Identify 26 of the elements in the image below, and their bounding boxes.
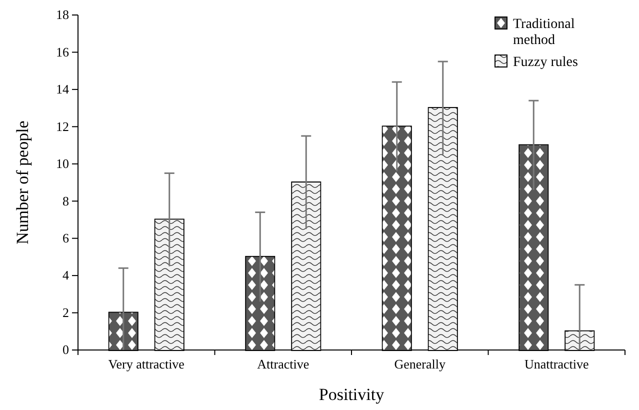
x-tick-label: Very attractive <box>108 356 185 372</box>
y-tick-label: 8 <box>62 193 69 208</box>
bar <box>292 182 320 350</box>
y-tick-label: 4 <box>62 268 70 283</box>
bar <box>520 145 548 350</box>
legend-label: Traditional method <box>513 17 575 48</box>
y-tick-label: 16 <box>56 44 70 60</box>
bar <box>246 256 274 350</box>
bar <box>109 312 138 350</box>
y-tick-label: 10 <box>56 156 69 172</box>
x-tick-label: Attractive <box>257 356 310 372</box>
bar <box>566 331 594 350</box>
y-axis-title: Number of people <box>13 120 32 244</box>
y-tick-label: 18 <box>56 7 69 22</box>
bar <box>382 126 411 350</box>
bar <box>155 220 184 350</box>
y-tick-label: 2 <box>62 304 69 320</box>
y-tick-label: 14 <box>56 82 70 97</box>
bar <box>428 108 457 350</box>
x-axis-title: Positivity <box>318 385 385 404</box>
y-tick-label: 0 <box>62 342 69 358</box>
x-tick-label: Unattractive <box>524 356 589 372</box>
y-tick-label: 12 <box>56 118 69 134</box>
x-tick-label: Generally <box>394 356 446 372</box>
legend-label: Fuzzy rules <box>513 55 578 70</box>
y-tick-label: 6 <box>62 230 70 246</box>
